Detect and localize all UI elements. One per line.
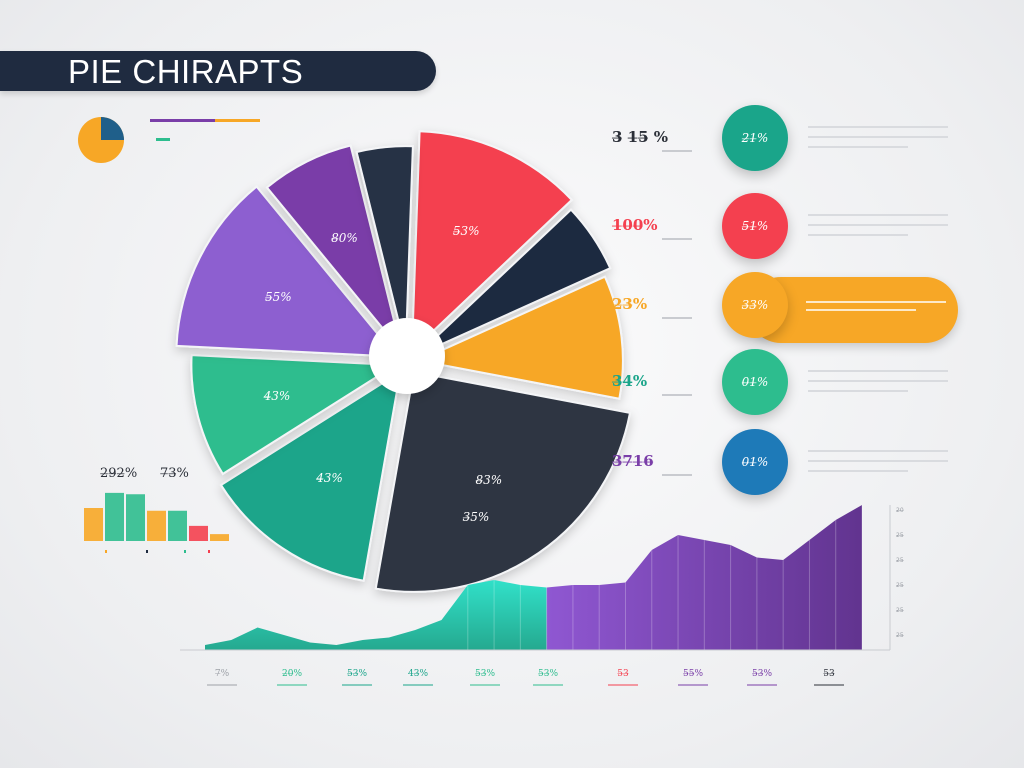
legend-row-subline xyxy=(662,394,692,396)
legend-row-label: 3̶ 1̶5̶ % xyxy=(612,128,669,146)
legend-badge: 5̶1̶% xyxy=(722,193,788,259)
area-chart xyxy=(180,505,891,651)
x-tick-subline xyxy=(470,684,500,686)
y-tick-label: 2̶5̶ xyxy=(896,532,904,539)
legend-row-subline xyxy=(662,150,692,152)
area-series-teal xyxy=(205,580,547,650)
pie-slice xyxy=(416,208,612,357)
legend-desc-line xyxy=(808,470,908,472)
legend-badge: 2̶1̶% xyxy=(722,105,788,171)
pie-slice-label: 4̶3% xyxy=(316,470,343,485)
x-tick-subline xyxy=(747,684,777,686)
legend-row-subline xyxy=(662,238,692,240)
pie-chart xyxy=(175,130,632,593)
pie-slice xyxy=(410,130,574,354)
bar xyxy=(189,525,208,541)
pie-inner-label: 3̶5% xyxy=(462,510,490,524)
area-series-purple xyxy=(546,505,862,650)
x-tick-subline xyxy=(678,684,708,686)
pie-slice xyxy=(265,144,403,352)
y-tick-label: 2̶5̶ xyxy=(896,632,904,639)
x-tick-subline xyxy=(533,684,563,686)
legend-line xyxy=(156,138,170,141)
legend-desc-line xyxy=(808,380,948,382)
bar-tick xyxy=(208,550,210,553)
pie-slice-label: 8̶0% xyxy=(331,230,358,245)
legend-row-label: 3̶7̶1̶6̶ xyxy=(612,452,654,470)
x-tick-label: 7̶% xyxy=(214,669,230,679)
bar xyxy=(105,492,124,541)
x-tick-label: 5̶3̶% xyxy=(537,669,559,679)
pie-slice-label: 8̶3% xyxy=(475,473,503,488)
legend-row-label: 3̶4̶% xyxy=(612,372,648,390)
x-tick-label: 5̶3̶% xyxy=(751,669,773,679)
legend-badge: 3̶3̶% xyxy=(722,272,788,338)
x-tick-label: 5̶3̶% xyxy=(346,669,368,679)
mini-bar-chart xyxy=(84,492,229,553)
legend-desc-line xyxy=(808,460,948,462)
legend-desc-line xyxy=(808,234,908,236)
pill-line xyxy=(806,309,916,311)
bar xyxy=(126,494,145,541)
pie-slice xyxy=(175,185,399,358)
legend-desc-line xyxy=(808,126,948,128)
bar-tick xyxy=(184,550,186,553)
pie-slice-label: 5̶5% xyxy=(264,290,292,305)
legend-desc-line xyxy=(808,224,948,226)
legend-desc-line xyxy=(808,136,948,138)
bar-chart-label-left: 2̶9̶2̶% xyxy=(100,466,138,481)
pie-slice-label: 5̶3% xyxy=(452,223,480,238)
pill-line xyxy=(806,301,946,303)
x-tick-label: 4̶3̶% xyxy=(407,669,429,679)
bar-tick xyxy=(146,550,148,553)
bar xyxy=(210,534,229,541)
x-tick-subline xyxy=(207,684,237,686)
y-tick-label: 2̶5̶ xyxy=(896,607,904,614)
x-tick-subline xyxy=(814,684,844,686)
legend-line xyxy=(215,119,260,122)
x-tick-subline xyxy=(403,684,433,686)
bar-tick xyxy=(105,550,107,553)
x-tick-label: 5̶5̶% xyxy=(682,669,704,679)
legend-line xyxy=(150,119,215,122)
legend-desc-line xyxy=(808,450,948,452)
chart-title: PIE CHIRAPTS xyxy=(68,53,304,90)
x-tick-label: 5̶3̶ xyxy=(617,669,629,679)
legend-badge: 0̶1̶% xyxy=(722,349,788,415)
y-tick-label: 2̶0̶ xyxy=(896,507,904,514)
pie-center-hole xyxy=(369,318,445,394)
title-bar: PIE CHIRAPTS xyxy=(0,51,436,91)
y-tick-label: 2̶5̶ xyxy=(896,557,904,564)
pie-slice xyxy=(219,369,402,582)
bar xyxy=(147,510,166,541)
pie-slice xyxy=(415,275,624,400)
x-tick-label: 5̶3̶% xyxy=(474,669,496,679)
legend-desc-line xyxy=(808,370,948,372)
x-tick-subline xyxy=(277,684,307,686)
y-tick-label: 2̶5̶ xyxy=(896,582,904,589)
legend-badge: 0̶1̶% xyxy=(722,429,788,495)
x-tick-label: 5̶3̶ xyxy=(823,669,835,679)
legend-row-subline xyxy=(662,317,692,319)
bar xyxy=(168,510,187,541)
legend-row-label: 2̶3̶% xyxy=(612,295,648,313)
pie-slice xyxy=(190,354,399,476)
x-tick-label: 2̶0̶% xyxy=(281,669,303,679)
legend-row-label: 1̶0̶0̶% xyxy=(612,216,658,234)
legend-desc-line xyxy=(808,390,908,392)
x-tick-subline xyxy=(608,684,638,686)
pie-slice xyxy=(355,145,414,351)
legend-desc-line xyxy=(808,214,948,216)
mini-pie-icon xyxy=(78,117,124,163)
pie-slice xyxy=(374,370,632,593)
pie-slice-label: 4̶3% xyxy=(263,389,291,404)
bar xyxy=(84,508,103,541)
x-tick-subline xyxy=(342,684,372,686)
bar-chart-label-right: 7̶3̶% xyxy=(160,466,189,481)
decorations xyxy=(78,117,260,163)
legend-row-subline xyxy=(662,474,692,476)
legend-desc-line xyxy=(808,146,908,148)
